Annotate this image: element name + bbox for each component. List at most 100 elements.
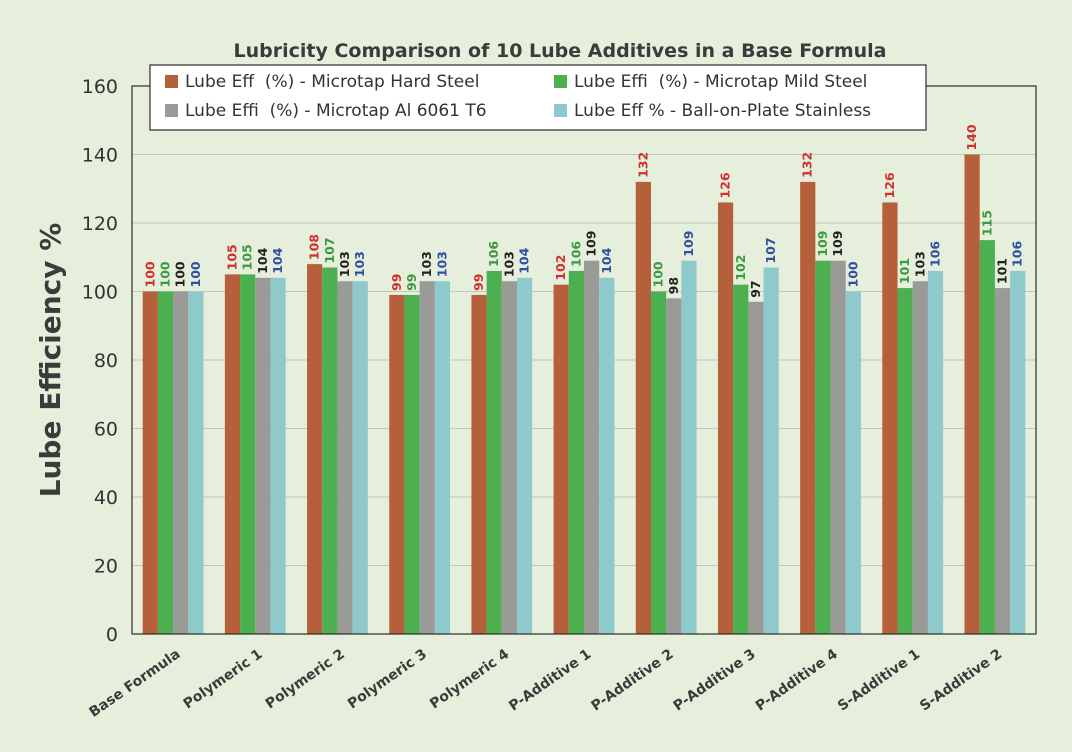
x-tick-label: S-Additive 1 — [835, 646, 923, 714]
bar — [650, 291, 667, 634]
bar — [486, 270, 502, 634]
bar — [584, 260, 600, 634]
data-label: 103 — [434, 251, 449, 277]
data-label: 100 — [845, 261, 860, 287]
bar — [681, 260, 697, 634]
data-label: 103 — [501, 251, 516, 277]
legend-swatch — [165, 104, 178, 117]
bar — [979, 240, 995, 634]
data-label: 105 — [240, 244, 255, 270]
data-label: 107 — [322, 237, 337, 263]
bar — [404, 294, 420, 634]
legend: Lube Eff (%) - Microtap Hard Steel Lube E… — [149, 64, 927, 131]
x-tick-label: Polymeric 1 — [181, 646, 266, 712]
bar — [964, 154, 980, 634]
bar — [188, 291, 204, 634]
data-label: 103 — [337, 251, 352, 277]
data-label: 140 — [964, 124, 979, 150]
bar — [501, 281, 518, 634]
data-label: 99 — [389, 274, 404, 291]
data-label: 109 — [681, 231, 696, 257]
bar — [666, 298, 682, 634]
data-label: 109 — [815, 231, 830, 257]
bar — [471, 294, 487, 634]
bar — [994, 288, 1011, 634]
bar — [173, 291, 189, 634]
bar — [830, 260, 846, 634]
y-tick-label: 120 — [82, 213, 118, 235]
bar — [553, 284, 569, 634]
data-label: 101 — [897, 258, 912, 284]
x-tick-label: Polymeric 4 — [427, 646, 512, 712]
data-label: 109 — [584, 231, 599, 257]
bar — [322, 267, 338, 634]
bar — [419, 281, 435, 634]
data-label: 97 — [748, 280, 763, 297]
data-label: 106 — [568, 241, 583, 267]
legend-swatch — [165, 75, 178, 88]
data-label: 101 — [995, 258, 1010, 284]
bar-layer — [142, 154, 1026, 634]
data-label: 100 — [142, 261, 157, 287]
bar — [800, 181, 816, 634]
bar — [882, 202, 898, 634]
y-tick-label: 60 — [94, 419, 118, 441]
bar — [897, 288, 913, 634]
data-label: 104 — [270, 247, 285, 273]
x-tick-label: Polymeric 3 — [345, 646, 430, 712]
data-label: 98 — [666, 277, 681, 294]
x-tick-label: Base Formula — [86, 646, 183, 721]
data-label: 103 — [419, 251, 434, 277]
data-label: 106 — [486, 241, 501, 267]
legend-box — [149, 64, 927, 131]
bar — [635, 181, 651, 634]
bar — [270, 277, 286, 634]
data-label: 132 — [800, 152, 815, 178]
bar — [599, 277, 615, 634]
data-label: 103 — [352, 251, 367, 277]
legend-swatch — [554, 75, 567, 88]
data-label: 103 — [912, 251, 927, 277]
bar — [337, 281, 353, 634]
data-label: 108 — [307, 234, 322, 260]
data-label: 104 — [517, 247, 532, 273]
bar — [352, 281, 368, 634]
x-tick-label: P-Additive 4 — [753, 646, 841, 714]
bar — [224, 274, 241, 634]
bar — [815, 260, 831, 634]
bar — [748, 301, 764, 634]
bar — [733, 284, 749, 634]
data-label: 102 — [733, 255, 748, 281]
data-label: 126 — [718, 172, 733, 198]
bar — [927, 270, 944, 634]
y-tick-label: 20 — [94, 556, 118, 578]
x-tick-label: P-Additive 2 — [588, 646, 676, 714]
legend-label: Lube Eff % - Ball-on-Plate Stainless — [574, 101, 871, 121]
y-tick-label: 80 — [94, 350, 118, 372]
y-tick-label: 40 — [94, 487, 118, 509]
data-label: 106 — [928, 241, 943, 267]
bar — [763, 267, 779, 634]
y-tick-label: 100 — [82, 282, 118, 304]
data-label: 107 — [763, 237, 778, 263]
data-label: 109 — [830, 231, 845, 257]
x-tick-label: P-Additive 1 — [506, 646, 594, 714]
chart-title: Lubricity Comparison of 10 Lube Additive… — [233, 40, 886, 62]
x-tick-label: Polymeric 2 — [263, 646, 348, 712]
bar — [568, 270, 584, 634]
bar — [912, 281, 928, 634]
data-label: 104 — [255, 247, 270, 273]
y-tick-label: 160 — [82, 76, 118, 98]
data-label: 126 — [882, 172, 897, 198]
data-label: 100 — [651, 261, 666, 287]
data-label: 100 — [173, 261, 188, 287]
data-label: 100 — [188, 261, 203, 287]
bar — [1010, 270, 1026, 634]
legend-label: Lube Effi (%) - Microtap Mild Steel — [574, 72, 867, 92]
data-label: 104 — [599, 247, 614, 273]
bar — [434, 281, 451, 634]
x-tick-label: P-Additive 3 — [671, 646, 759, 714]
bar — [142, 291, 158, 634]
